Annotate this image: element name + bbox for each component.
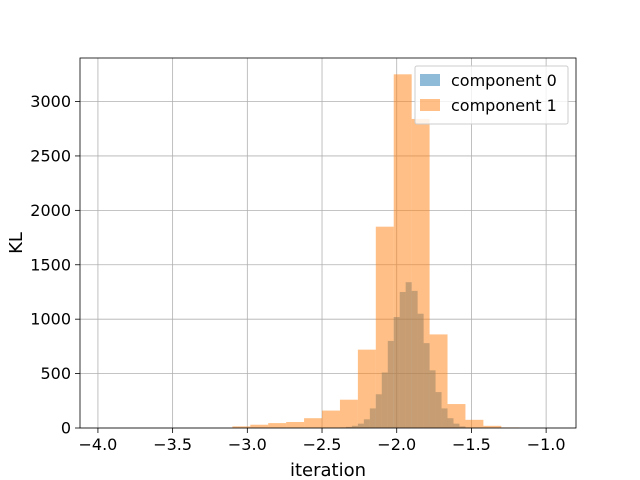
x-tick-label: −2.5 xyxy=(303,435,342,454)
x-tick-label: −1.5 xyxy=(452,435,491,454)
histogram-bar-component-1 xyxy=(411,118,430,429)
histogram-bar-component-1 xyxy=(250,424,269,428)
histogram-bar-component-1 xyxy=(447,404,466,428)
y-tick-label: 3000 xyxy=(30,92,71,111)
y-axis-label: KL xyxy=(6,232,27,254)
histogram-bar-component-1 xyxy=(304,418,323,428)
y-tick-label: 500 xyxy=(40,364,71,383)
histogram-bar-component-1 xyxy=(429,334,448,428)
x-tick-label: −1.0 xyxy=(527,435,566,454)
histogram-bars xyxy=(232,74,520,429)
x-axis-label: iteration xyxy=(290,460,366,480)
x-tick-label: −3.5 xyxy=(153,435,192,454)
x-tick-label: −3.0 xyxy=(228,435,267,454)
legend-swatch-component-0 xyxy=(420,74,440,86)
histogram-bar-component-1 xyxy=(286,422,305,428)
y-tick-label: 2000 xyxy=(30,201,71,220)
histogram-bar-component-1 xyxy=(322,410,340,428)
histogram-bar-component-1 xyxy=(375,226,394,428)
legend: component 0 component 1 xyxy=(414,65,569,125)
legend-swatch-component-1 xyxy=(420,99,440,111)
histogram-bar-component-1 xyxy=(339,399,358,428)
histogram-bar-component-1 xyxy=(483,425,502,428)
histogram-bar-component-1 xyxy=(393,74,412,428)
legend-label-component-0: component 0 xyxy=(451,71,557,90)
histogram-bar-component-1 xyxy=(232,426,251,428)
axes-frame xyxy=(79,57,577,429)
histogram-bar-component-1 xyxy=(268,423,287,428)
x-tick-label: −2.0 xyxy=(377,435,416,454)
histogram-bar-component-1 xyxy=(357,349,376,428)
y-tick-label: 0 xyxy=(61,419,71,438)
legend-box xyxy=(414,65,569,125)
y-tick-label: 1500 xyxy=(30,255,71,274)
histogram-bar-component-1 xyxy=(465,419,484,428)
legend-label-component-1: component 1 xyxy=(451,96,557,115)
x-tick-label: −4.0 xyxy=(78,435,117,454)
y-tick-label: 1000 xyxy=(30,310,71,329)
y-tick-label: 2500 xyxy=(30,146,71,165)
axis-ticks: −4.0 −3.5 −3.0 −2.5 −2.0 −1.5 −1.0 0 500 1000 1500… xyxy=(30,92,565,454)
